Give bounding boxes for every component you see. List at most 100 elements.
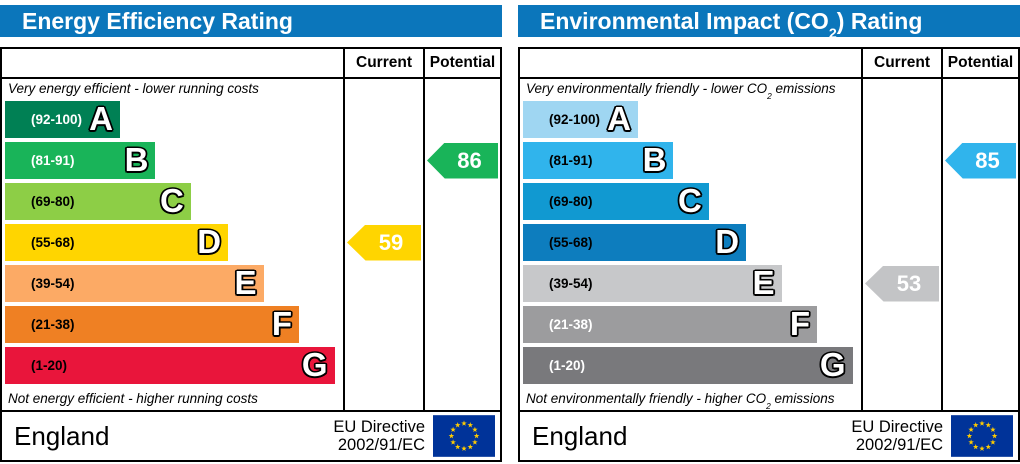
band-row-c: (69-80) C (2, 181, 343, 222)
bottom-note-text: Not energy efficient - higher running co… (8, 391, 258, 406)
panel-title: Energy Efficiency Rating (0, 5, 502, 37)
band-range-label: (69-80) (549, 194, 593, 209)
rating-table: Current Potential Very energy efficient … (0, 47, 502, 462)
region-label: England (532, 420, 628, 451)
band-bar-d: (55-68) D (5, 222, 229, 261)
current-column-header: Current (863, 49, 943, 77)
band-bar-d: (55-68) D (523, 222, 747, 261)
band-row-b: (81-91) B (2, 140, 343, 181)
rating-table: Current Potential Very environmentally f… (518, 47, 1020, 462)
eu-directive-line2: 2002/91/EC (337, 436, 425, 454)
top-note: Very environmentally friendly - lower CO… (520, 79, 861, 101)
band-letter: A (607, 99, 631, 137)
table-footer: England EU Directive 2002/91/EC (2, 410, 500, 460)
eu-flag-icon (433, 415, 495, 457)
band-row-a: (92-100) A (2, 99, 343, 140)
region-label: England (14, 420, 110, 451)
bottom-note-text: Not environmentally friendly - higher CO (526, 391, 767, 406)
potential-rating-arrow: 85 (945, 142, 1016, 179)
band-letter: G (301, 345, 328, 383)
current-column: 59 (345, 79, 425, 410)
potential-column-header: Potential (947, 54, 1014, 71)
band-bar-a: (92-100) A (5, 101, 120, 138)
band-letter: D (197, 222, 222, 260)
panel-title: Environmental Impact (CO2) Rating (518, 5, 1020, 41)
band-row-e: (39-54) E (520, 263, 861, 304)
band-letter: E (752, 263, 775, 301)
band-bar-g: (1-20) G (523, 347, 853, 384)
band-range-label: (39-54) (31, 276, 75, 291)
band-row-g: (1-20) G (520, 345, 861, 386)
band-bar-a: (92-100) A (523, 101, 638, 138)
band-range-label: (81-91) (31, 153, 75, 168)
eu-directive-line2: 2002/91/EC (855, 436, 943, 454)
band-bar-c: (69-80) C (523, 183, 709, 220)
band-bar-g: (1-20) G (5, 347, 335, 384)
current-rating-arrow: 53 (865, 265, 939, 302)
panel-environmental-impact: Environmental Impact (CO2) Rating Curren… (518, 0, 1020, 464)
potential-rating-arrow: 86 (427, 142, 498, 179)
band-letter: F (789, 304, 811, 342)
band-letter: E (234, 263, 257, 301)
current-column: 53 (863, 79, 943, 410)
band-row-g: (1-20) G (2, 345, 343, 386)
band-range-label: (55-68) (549, 235, 593, 250)
panel-title-text-tail: ) Rating (836, 8, 923, 34)
band-letter: C (678, 181, 702, 219)
bottom-note: Not energy efficient - higher running co… (2, 388, 343, 410)
band-range-label: (81-91) (549, 153, 593, 168)
potential-column-header: Potential (429, 54, 496, 71)
eu-directive-label: EU Directive 2002/91/EC (851, 418, 943, 455)
band-letter: G (819, 345, 846, 383)
band-bar-f: (21-38) F (5, 304, 300, 343)
band-range-label: (39-54) (549, 276, 593, 291)
chart-body: Very environmentally friendly - lower CO… (520, 79, 1018, 410)
top-note: Very energy efficient - lower running co… (2, 79, 343, 99)
bottom-note: Not environmentally friendly - higher CO… (520, 388, 861, 410)
current-column-header: Current (345, 49, 425, 77)
eu-directive-label: EU Directive 2002/91/EC (333, 418, 425, 455)
top-note-text-tail: emissions (771, 81, 836, 96)
bottom-note-subscript: 2 (766, 400, 771, 411)
eu-flag-icon (951, 415, 1013, 457)
current-rating-arrow: 59 (347, 224, 421, 261)
band-letter: D (715, 222, 740, 260)
top-note-subscript: 2 (767, 90, 772, 101)
bands-chart: Very energy efficient - lower running co… (2, 79, 345, 410)
band-list: (92-100) A (81-91) B (69-80) C (55-68) D (39-54)… (520, 99, 861, 388)
top-note-text: Very environmentally friendly - lower CO (526, 81, 768, 96)
table-footer: England EU Directive 2002/91/EC (520, 410, 1018, 460)
band-row-f: (21-38) F (520, 304, 861, 345)
band-range-label: (92-100) (549, 112, 601, 127)
band-range-label: (21-38) (31, 317, 75, 332)
band-letter: F (271, 304, 293, 342)
band-bar-e: (39-54) E (523, 265, 782, 302)
band-bar-f: (21-38) F (523, 304, 818, 343)
band-row-c: (69-80) C (520, 181, 861, 222)
band-letter: B (642, 140, 667, 178)
band-row-a: (92-100) A (520, 99, 861, 140)
bands-chart: Very environmentally friendly - lower CO… (520, 79, 863, 410)
band-range-label: (21-38) (549, 317, 593, 332)
header-spacer (2, 49, 345, 77)
band-row-d: (55-68) D (2, 222, 343, 263)
header-spacer (520, 49, 863, 77)
band-range-label: (69-80) (31, 194, 75, 209)
panel-energy-efficiency: Energy Efficiency Rating Current Potenti… (0, 0, 502, 464)
panel-title-text: Energy Efficiency Rating (22, 8, 293, 34)
bottom-note-text-tail: emissions (770, 391, 835, 406)
band-range-label: (1-20) (31, 358, 68, 373)
eu-directive-line1: EU Directive (333, 417, 425, 436)
band-range-label: (1-20) (549, 358, 586, 373)
potential-column: 85 (943, 79, 1018, 410)
chart-body: Very energy efficient - lower running co… (2, 79, 500, 410)
band-list: (92-100) A (81-91) B (69-80) C (55-68) D (39-54)… (2, 99, 343, 388)
band-row-b: (81-91) B (520, 140, 861, 181)
band-bar-b: (81-91) B (523, 140, 674, 179)
potential-column: 86 (425, 79, 500, 410)
band-range-label: (55-68) (31, 235, 75, 250)
band-letter: A (89, 99, 113, 137)
band-bar-e: (39-54) E (5, 265, 264, 302)
band-letter: B (124, 140, 149, 178)
